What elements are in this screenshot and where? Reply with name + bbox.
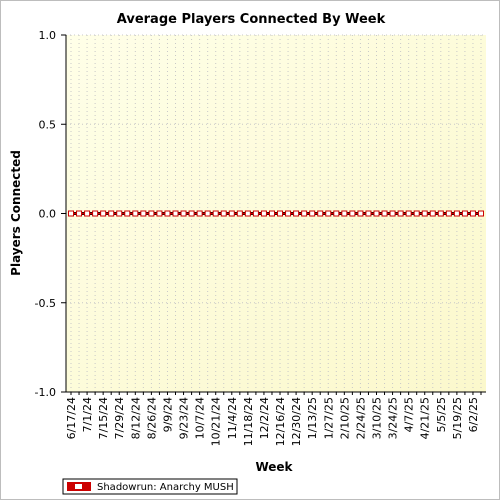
data-point — [220, 210, 227, 217]
data-point — [461, 210, 468, 217]
data-point — [413, 210, 420, 217]
x-tick-label: 5/19/25 — [451, 397, 464, 439]
data-point — [68, 210, 74, 217]
x-tick-label: 9/9/24 — [161, 397, 174, 432]
x-tick-label: 7/29/24 — [113, 397, 126, 439]
data-point — [156, 210, 163, 217]
data-point — [389, 210, 396, 217]
x-tick-label: 12/16/24 — [274, 397, 287, 446]
y-tick-label: 0.0 — [39, 208, 57, 221]
data-point — [277, 210, 284, 217]
y-tick-label: 0.5 — [39, 118, 57, 131]
data-point — [349, 210, 356, 217]
data-point — [341, 210, 348, 217]
y-axis-title: Players Connected — [9, 150, 23, 276]
data-point — [437, 210, 444, 217]
x-tick-label: 12/30/24 — [290, 397, 303, 446]
x-tick-label: 10/21/24 — [210, 397, 223, 446]
x-tick-label: 10/7/24 — [194, 397, 207, 439]
legend-box — [62, 478, 238, 495]
data-point — [92, 210, 99, 217]
data-point — [421, 210, 428, 217]
y-tick-label: 1.0 — [39, 29, 57, 42]
data-point — [228, 210, 235, 217]
data-point — [293, 210, 300, 217]
data-point — [357, 210, 364, 217]
x-tick-label: 4/7/25 — [403, 397, 416, 432]
data-point — [429, 210, 436, 217]
data-point — [373, 210, 380, 217]
legend-marker — [75, 484, 82, 489]
x-tick-label: 6/17/24 — [65, 397, 78, 439]
x-tick-label: 3/24/25 — [387, 397, 400, 439]
data-point — [180, 210, 187, 217]
x-tick-label: 7/15/24 — [97, 397, 110, 439]
legend: Shadowrun: Anarchy MUSH — [62, 478, 238, 495]
data-point — [325, 210, 332, 217]
data-point — [478, 210, 484, 217]
data-point — [285, 210, 292, 217]
data-point — [204, 210, 211, 217]
x-tick-label: 8/12/24 — [129, 397, 142, 439]
x-tick-label: 11/4/24 — [226, 397, 239, 439]
data-point — [333, 210, 340, 217]
y-tick-label: -0.5 — [35, 297, 56, 310]
data-point — [365, 210, 372, 217]
x-tick-label: 2/10/25 — [338, 397, 351, 439]
data-point — [453, 210, 460, 217]
data-point — [236, 210, 243, 217]
data-point — [84, 210, 91, 217]
x-tick-label: 1/13/25 — [306, 397, 319, 439]
data-point — [124, 210, 131, 217]
data-point — [172, 210, 179, 217]
legend-label: Shadowrun: Anarchy MUSH — [97, 482, 234, 493]
data-point — [317, 210, 324, 217]
data-point — [381, 210, 388, 217]
data-point — [188, 210, 195, 217]
axes-layer: 1.0 0.5 0.0 -0.5 -1.0 6/17/24 7/1/24 7/15/24 7/2… — [35, 29, 486, 446]
chart-title: Average Players Connected By Week — [117, 12, 386, 27]
data-point — [309, 210, 316, 217]
x-tick-label: 1/27/25 — [322, 397, 335, 439]
data-point — [469, 210, 476, 217]
data-point — [116, 210, 123, 217]
x-tick-label: 9/23/24 — [178, 397, 191, 439]
x-tick-label: 7/1/24 — [81, 397, 94, 432]
data-point — [268, 210, 275, 217]
data-point — [301, 210, 308, 217]
x-tick-label: 5/5/25 — [435, 397, 448, 432]
data-point — [244, 210, 251, 217]
data-point — [132, 210, 139, 217]
data-point — [100, 210, 107, 217]
x-tick-label: 11/18/24 — [242, 397, 255, 446]
data-point — [405, 210, 412, 217]
data-point — [397, 210, 404, 217]
data-point — [76, 210, 83, 217]
data-point — [252, 210, 259, 217]
y-tick-label: -1.0 — [35, 386, 56, 399]
x-tick-label: 2/24/25 — [354, 397, 367, 439]
series-layer — [68, 210, 484, 217]
x-axis-title: Week — [255, 460, 293, 474]
data-point — [212, 210, 219, 217]
x-tick-label: 12/2/24 — [258, 397, 271, 439]
data-point — [196, 210, 203, 217]
x-tick-label: 6/2/25 — [467, 397, 480, 432]
x-tick-label: 4/21/25 — [419, 397, 432, 439]
data-point — [148, 210, 155, 217]
x-tick-label: 8/26/24 — [145, 397, 158, 439]
x-tick-label: 3/10/25 — [370, 397, 383, 439]
data-point — [164, 210, 171, 217]
data-point — [260, 210, 267, 217]
data-point — [445, 210, 452, 217]
data-point — [108, 210, 115, 217]
data-point — [140, 210, 147, 217]
